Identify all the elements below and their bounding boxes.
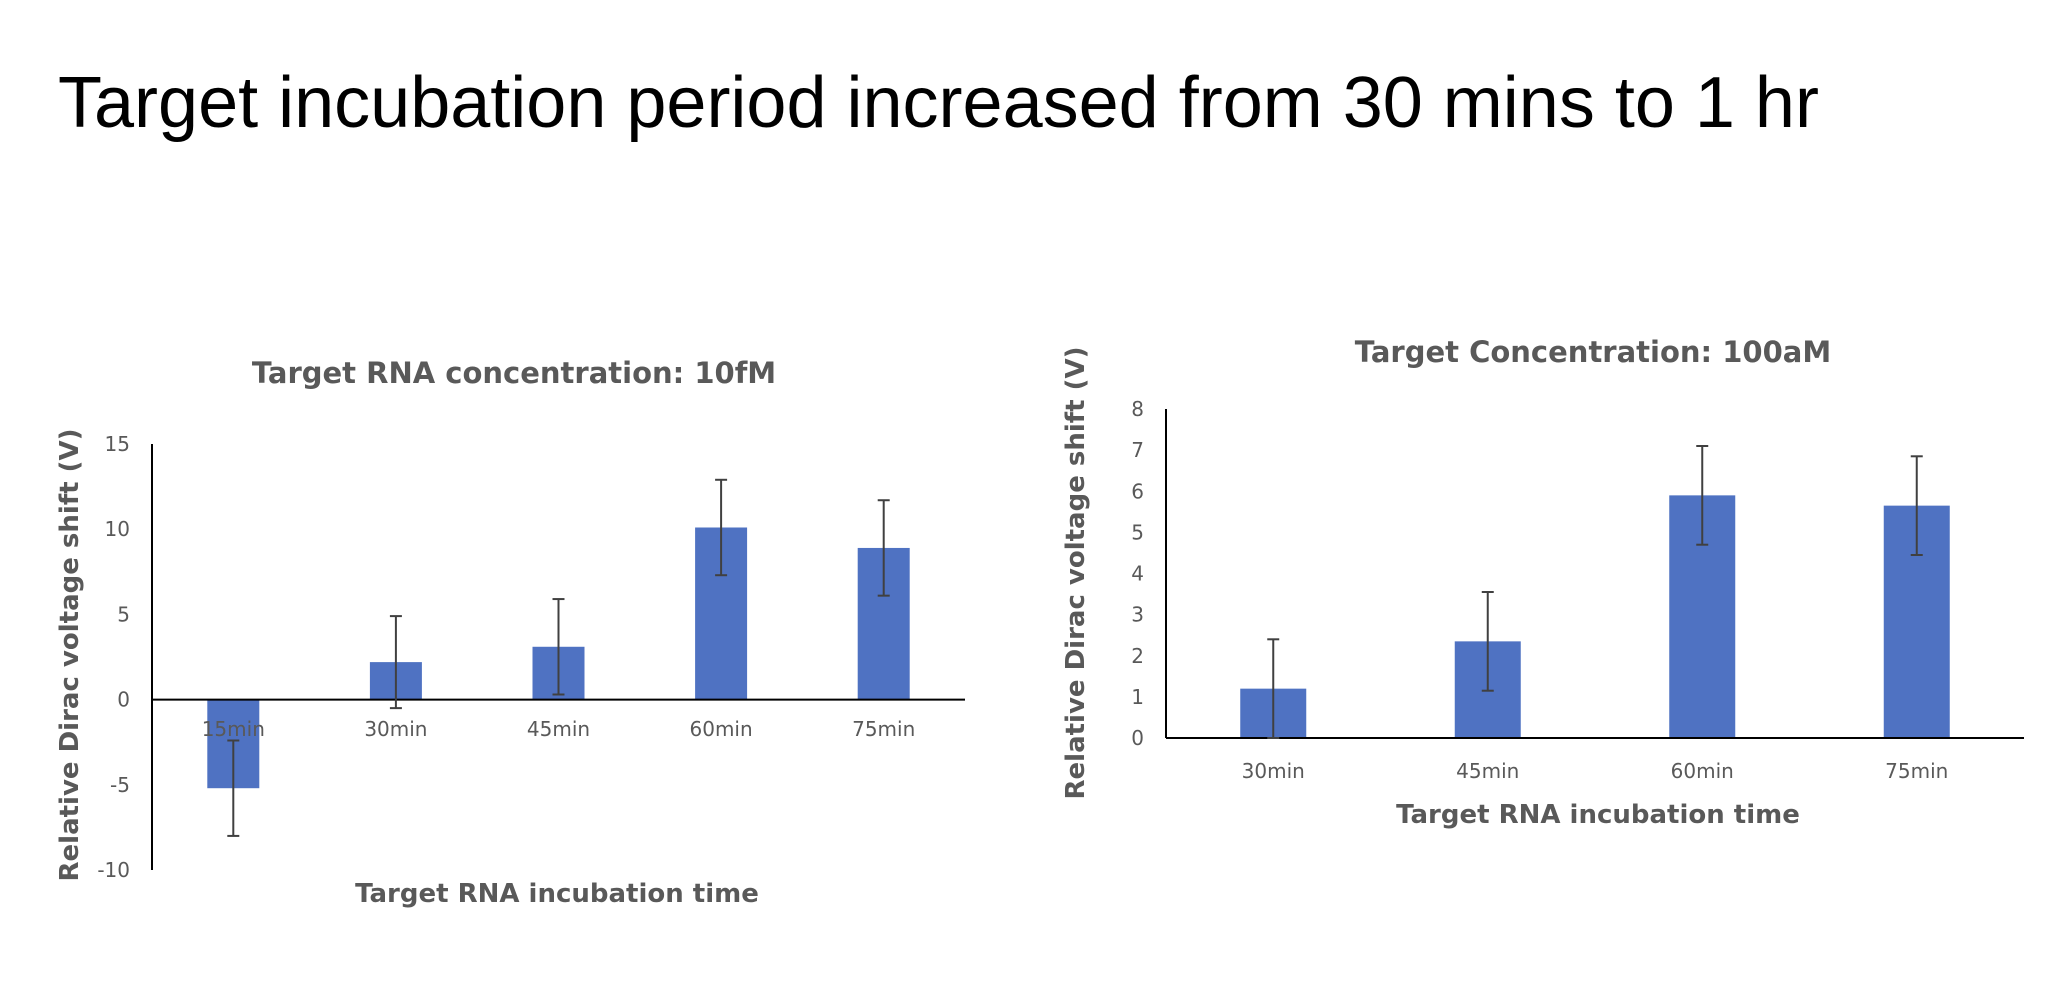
x-tick-label: 75min: [852, 717, 915, 741]
x-axis-title: Target RNA incubation time: [1396, 800, 1800, 830]
x-tick-label: 45min: [1456, 759, 1519, 783]
chart-title: Target RNA concentration: 10fM: [252, 356, 776, 390]
x-tick-label: 30min: [364, 717, 427, 741]
y-tick-label: 2: [1131, 644, 1144, 668]
y-tick-label: 10: [105, 517, 130, 541]
y-tick-label: 3: [1131, 603, 1144, 627]
y-tick-label: 7: [1131, 438, 1144, 462]
x-tick-label: 15min: [202, 717, 265, 741]
x-tick-label: 60min: [1671, 759, 1734, 783]
y-axis-title: Relative Dirac voltage shift (V): [55, 429, 85, 882]
y-tick-label: 8: [1131, 397, 1144, 421]
y-tick-label: 15: [105, 432, 130, 456]
chart-10fM: Target RNA concentration: 10fM -10 -5 0 5 10 1…: [55, 356, 965, 909]
y-tick-label: -10: [97, 858, 130, 882]
y-tick-label: 4: [1131, 562, 1144, 586]
y-tick-label: 0: [117, 688, 130, 712]
chart-title: Target Concentration: 100aM: [1355, 335, 1831, 369]
y-tick-label: 6: [1131, 479, 1144, 503]
x-axis-title: Target RNA incubation time: [355, 879, 759, 909]
y-axis-title: Relative Dirac voltage shift (V): [1061, 347, 1091, 800]
x-tick-label: 30min: [1242, 759, 1305, 783]
x-tick-label: 45min: [527, 717, 590, 741]
x-tick-label: 75min: [1885, 759, 1948, 783]
y-tick-label: 5: [1131, 520, 1144, 544]
y-tick-label: 1: [1131, 685, 1144, 709]
x-tick-label: 60min: [690, 717, 753, 741]
chart-100aM: Target Concentration: 100aM 0 1 2 3 4 5 6 7 8 30mi…: [1061, 335, 2024, 830]
y-tick-label: -5: [110, 773, 130, 797]
y-tick-label: 5: [117, 602, 130, 626]
slide-title: Target incubation period increased from …: [58, 63, 1819, 143]
y-tick-label: 0: [1131, 726, 1144, 750]
